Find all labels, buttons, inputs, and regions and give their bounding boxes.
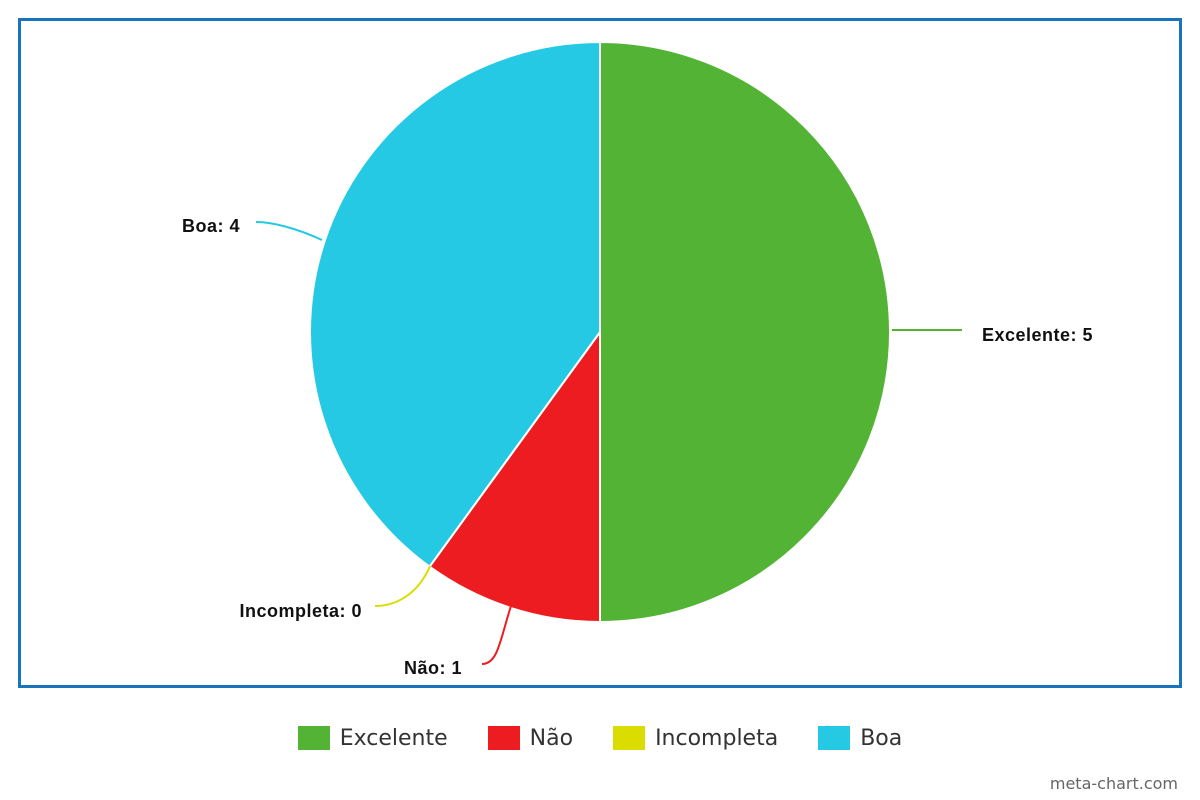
- legend-swatch-boa: [818, 726, 851, 750]
- legend-label-incompleta: Incompleta: [655, 725, 779, 751]
- legend-label-nao: Não: [529, 725, 574, 751]
- legend-swatch-incompleta: [613, 726, 646, 750]
- connector-line-nao: [481, 605, 512, 665]
- legend: Excelente Não Incompleta Boa: [0, 720, 1200, 756]
- legend-label-excelente: Excelente: [339, 725, 448, 751]
- legend-item-boa[interactable]: Boa: [818, 726, 902, 751]
- legend-item-nao[interactable]: Não: [487, 725, 574, 751]
- pie-slice-boa[interactable]: [309, 41, 601, 568]
- credit-link[interactable]: meta-chart.com: [1049, 774, 1178, 793]
- data-label-incompleta: Incompleta: 0: [239, 601, 362, 621]
- legend-item-excelente[interactable]: Excelente: [297, 725, 448, 751]
- data-label-excelente: Excelente: 5: [982, 325, 1093, 345]
- connector-line-boa: [255, 221, 323, 241]
- data-label-boa: Boa: 4: [182, 216, 240, 236]
- legend-swatch-excelente: [297, 726, 330, 750]
- legend-item-incompleta[interactable]: Incompleta: [613, 726, 778, 751]
- connector-line-incompleta: [374, 565, 431, 607]
- legend-swatch-nao: [487, 726, 520, 750]
- data-label-nao: Não: 1: [404, 658, 462, 678]
- pie-slice-excelente[interactable]: [599, 41, 891, 623]
- legend-label-boa: Boa: [860, 725, 903, 751]
